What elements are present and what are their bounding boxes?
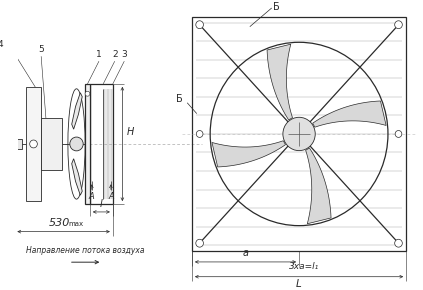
Text: 3: 3	[121, 50, 127, 59]
Circle shape	[85, 91, 90, 96]
Text: max: max	[69, 221, 84, 227]
Text: 1: 1	[96, 50, 102, 59]
Circle shape	[70, 137, 83, 151]
Circle shape	[395, 21, 402, 29]
Circle shape	[30, 140, 37, 148]
Circle shape	[196, 239, 203, 247]
Bar	[26, 87, 41, 201]
Bar	[85, 84, 90, 204]
Polygon shape	[212, 141, 286, 167]
Circle shape	[283, 117, 315, 151]
Text: Б: Б	[273, 2, 280, 12]
Text: 530: 530	[49, 218, 71, 228]
Text: A: A	[89, 192, 95, 201]
Text: L: L	[296, 279, 302, 289]
Polygon shape	[313, 101, 386, 127]
Text: 3хa=l₁: 3хa=l₁	[289, 262, 319, 271]
Bar	[41, 118, 62, 170]
Text: l: l	[100, 199, 103, 209]
Text: 4: 4	[0, 40, 3, 49]
Bar	[192, 17, 406, 251]
Text: H: H	[126, 127, 134, 137]
Circle shape	[395, 239, 402, 247]
Circle shape	[395, 130, 402, 137]
Text: 2: 2	[112, 50, 118, 59]
Bar	[16, 139, 22, 149]
Text: Б: Б	[176, 94, 182, 104]
Text: Направление потока воздуха: Направление потока воздуха	[26, 246, 144, 255]
Text: A: A	[108, 192, 114, 201]
Text: 5: 5	[38, 45, 44, 54]
Text: a: a	[242, 248, 249, 258]
Circle shape	[196, 21, 203, 29]
Polygon shape	[267, 44, 292, 120]
Polygon shape	[72, 159, 82, 195]
Circle shape	[196, 130, 203, 137]
Polygon shape	[72, 93, 82, 129]
Polygon shape	[306, 148, 331, 224]
